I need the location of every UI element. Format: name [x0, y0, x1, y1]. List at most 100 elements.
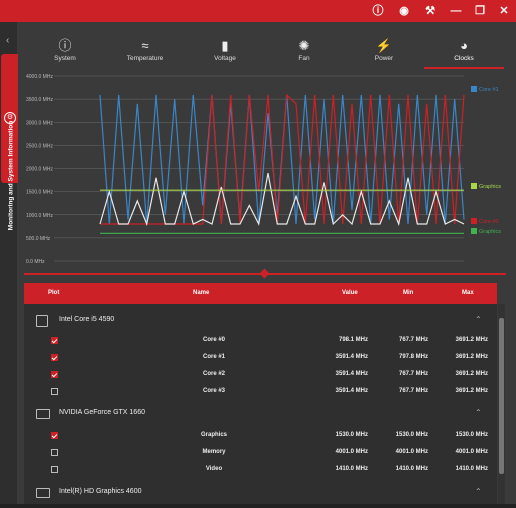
table-row: Core #0 798.1 MHz 767.7 MHz 3691.2 MHz [24, 333, 497, 350]
plot-checkbox[interactable] [51, 466, 58, 473]
battery-icon: ▮ [221, 38, 229, 53]
y-tick-label: 1500.0 MHz [26, 190, 53, 196]
info-icon[interactable]: ⓘ [372, 5, 384, 17]
plot-checkbox[interactable] [51, 354, 58, 361]
restore-icon[interactable]: ❐ [475, 5, 485, 17]
tab-power[interactable]: ⚡ Power [354, 38, 414, 62]
minimize-icon[interactable]: — [450, 5, 462, 17]
close-icon[interactable]: ✕ [499, 5, 509, 17]
table-row: Core #2 3591.4 MHz 767.7 MHz 3691.2 MHz [24, 367, 497, 384]
gpu-icon [36, 488, 50, 498]
tab-label: Temperature [126, 55, 164, 62]
y-tick-label: 3500.0 MHz [26, 97, 53, 103]
group-header[interactable]: Intel(R) HD Graphics 4600 ⌃ [24, 483, 497, 503]
header-plot[interactable]: Plot [48, 290, 60, 296]
row-name: Core #0 [202, 337, 225, 343]
row-name: Graphics [200, 432, 227, 438]
legend-label: Core #0 [479, 219, 499, 225]
chevron-up-icon[interactable]: ⌃ [475, 487, 482, 496]
row-min: 797.8 MHz [398, 354, 428, 360]
plot-checkbox[interactable] [51, 432, 58, 439]
row-value: 3591.4 MHz [335, 388, 368, 394]
tab-label: Fan [298, 55, 310, 62]
row-value: 798.1 MHz [338, 337, 368, 343]
tab-system[interactable]: ⓘ System [35, 38, 95, 62]
sensor-table: Intel Core i5 4590 ⌃ Core #0 798.1 MHz 7… [24, 304, 497, 504]
status-strip [0, 504, 516, 508]
legend-label: Graphics [479, 184, 501, 190]
table-header: Plot Name Value Min Max [24, 283, 497, 304]
tab-temperature[interactable]: ≈ Temperature [115, 38, 175, 62]
header-value[interactable]: Value [342, 290, 358, 296]
y-tick-label: 2500.0 MHz [26, 143, 53, 149]
y-tick-label: 2000.0 MHz [26, 167, 53, 173]
row-name: Core #3 [202, 388, 225, 394]
row-max: 3691.2 MHz [455, 371, 488, 377]
legend-label: Core #1 [479, 87, 499, 93]
group-name: Intel Core i5 4590 [59, 316, 115, 323]
fan-icon: ✺ [298, 38, 310, 53]
plot-checkbox[interactable] [51, 371, 58, 378]
chevron-left-icon[interactable]: ‹ [6, 35, 10, 46]
row-min: 767.7 MHz [398, 388, 428, 394]
y-tick-label: 4000.0 MHz [26, 74, 53, 80]
plot-checkbox[interactable] [51, 388, 58, 395]
tab-label: Voltage [214, 55, 236, 62]
legend-swatch [471, 86, 477, 92]
chevron-up-icon[interactable]: ⌃ [475, 315, 482, 324]
header-min[interactable]: Min [403, 290, 414, 296]
tab-label: Power [374, 55, 394, 62]
y-tick-label: 0.0 MHz [26, 259, 45, 265]
monitoring-side-tab[interactable]: ⚙ Monitoring and System Information [1, 54, 18, 230]
title-bar: ⓘ ◉ ⚒ — ❐ ✕ [0, 0, 516, 22]
row-name: Core #1 [202, 354, 225, 360]
plot-checkbox[interactable] [51, 449, 58, 456]
group-header[interactable]: Intel Core i5 4590 ⌃ [24, 311, 497, 331]
tab-label: Clocks [454, 55, 474, 62]
row-value: 1530.0 MHz [335, 432, 368, 438]
row-max: 4001.0 MHz [455, 449, 488, 455]
side-tab-label: Monitoring and System Information [7, 120, 15, 231]
row-name: Memory [202, 449, 226, 455]
row-min: 1410.0 MHz [395, 466, 428, 472]
row-name: Core #2 [202, 371, 225, 377]
tab-clocks[interactable]: ◕ Clocks [434, 38, 494, 62]
row-min: 767.7 MHz [398, 337, 428, 343]
row-max: 3691.2 MHz [455, 388, 488, 394]
row-value: 4001.0 MHz [335, 449, 368, 455]
table-row: Core #1 3591.4 MHz 797.8 MHz 3691.2 MHz [24, 350, 497, 367]
series-line [99, 172, 465, 227]
plot-checkbox[interactable] [51, 337, 58, 344]
tab-label: System [54, 55, 76, 62]
row-value: 3591.4 MHz [335, 371, 368, 377]
table-row: Core #3 3591.4 MHz 767.7 MHz 3691.2 MHz [24, 384, 497, 401]
table-row: Video 1410.0 MHz 1410.0 MHz 1410.0 MHz [24, 462, 497, 479]
scrollbar-thumb[interactable] [499, 318, 504, 474]
row-max: 1530.0 MHz [455, 432, 488, 438]
legend-label: Graphics [479, 229, 501, 235]
row-min: 767.7 MHz [398, 371, 428, 377]
y-tick-label: 1000.0 MHz [26, 213, 53, 219]
row-max: 3691.2 MHz [455, 354, 488, 360]
group-header[interactable]: NVIDIA GeForce GTX 1660 ⌃ [24, 404, 497, 424]
y-tick-label: 3000.0 MHz [26, 120, 53, 126]
chevron-up-icon[interactable]: ⌃ [475, 408, 482, 417]
row-min: 4001.0 MHz [395, 449, 428, 455]
table-row: Graphics 1530.0 MHz 1530.0 MHz 1530.0 MH… [24, 428, 497, 445]
gauge-icon: ◕ [460, 38, 468, 53]
row-max: 3691.2 MHz [455, 337, 488, 343]
row-name: Video [205, 466, 223, 472]
table-row: Memory 4001.0 MHz 4001.0 MHz 4001.0 MHz [24, 445, 497, 462]
row-value: 1410.0 MHz [335, 466, 368, 472]
tab-fan[interactable]: ✺ Fan [274, 38, 334, 62]
header-max[interactable]: Max [462, 290, 474, 296]
header-name[interactable]: Name [193, 290, 210, 296]
group-name: Intel(R) HD Graphics 4600 [59, 488, 142, 495]
wrench-icon[interactable]: ⚒ [425, 5, 435, 17]
legend-swatch [471, 183, 477, 189]
tab-voltage[interactable]: ▮ Voltage [195, 38, 255, 62]
camera-icon[interactable]: ◉ [399, 5, 409, 17]
y-tick-label: 500.0 MHz [26, 236, 51, 242]
monitor-icon: ⚙ [4, 112, 16, 124]
series-line [100, 93, 465, 225]
